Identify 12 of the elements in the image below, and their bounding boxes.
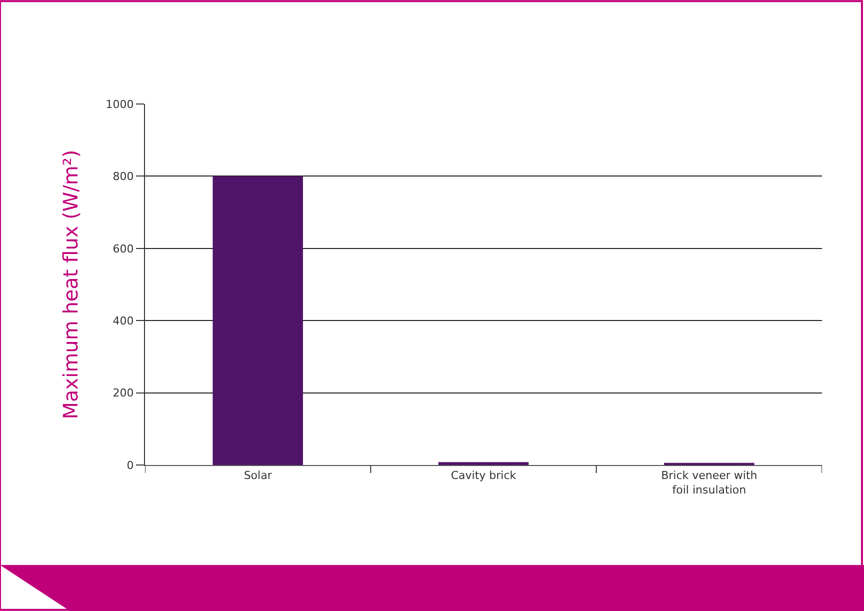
- x-tick-label: Solar: [244, 469, 272, 482]
- y-tick-label: 400: [112, 314, 134, 328]
- y-tick-label: 1000: [106, 98, 134, 111]
- bar: [212, 176, 303, 465]
- x-tick-label: Brick veneer with foil insulation: [661, 469, 758, 496]
- bar: [438, 462, 529, 465]
- y-tick-label: 0: [126, 458, 134, 472]
- x-tick-label: Cavity brick: [450, 469, 517, 482]
- y-tick-label: 800: [112, 170, 134, 184]
- y-tick-label: 600: [112, 242, 134, 256]
- y-axis-title: Maximum heat flux (W/m²): [58, 150, 82, 420]
- y-tick-label: 200: [112, 386, 134, 400]
